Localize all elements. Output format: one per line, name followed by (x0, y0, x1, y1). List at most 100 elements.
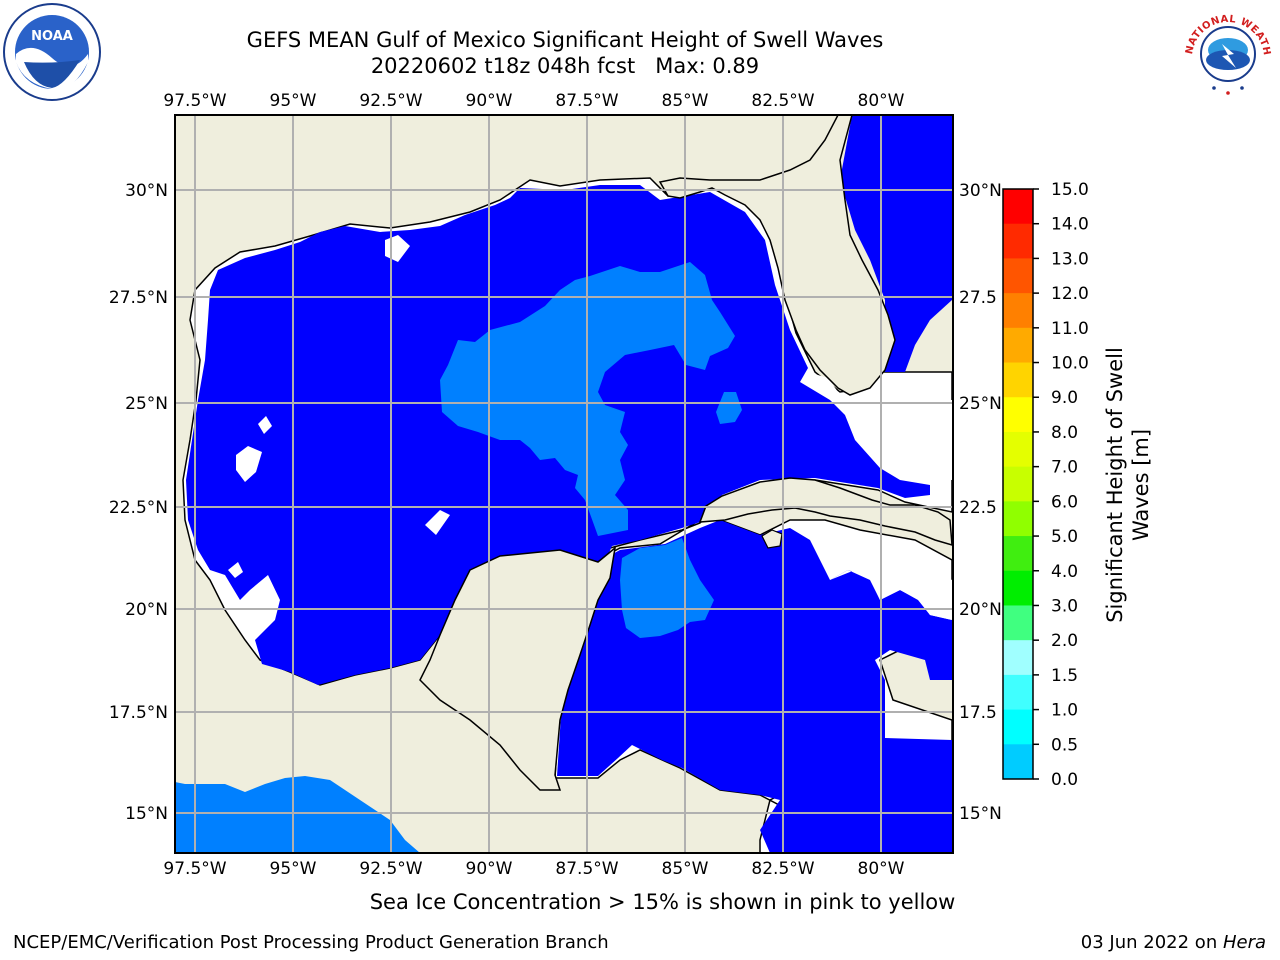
lon-label: 82.5°W (751, 91, 814, 111)
colorbar-segment (1003, 258, 1033, 294)
lat-label: 27.5 (959, 288, 997, 308)
colorbar-segment (1003, 605, 1033, 641)
lat-label: 30°N (959, 181, 1002, 201)
colorbar-segment (1003, 674, 1033, 711)
nws-logo: NATIONAL WEATHER SERVICE (1178, 2, 1275, 99)
map-frame (174, 114, 954, 854)
colorbar-tick-label: 11.0 (1051, 319, 1089, 339)
lat-label: 22.5°N (109, 498, 168, 518)
colorbar-tick-label: 4.0 (1051, 562, 1078, 582)
colorbar-segment (1003, 640, 1033, 676)
swell-band-0-0.5-atlantic (840, 115, 952, 372)
nodata-hole-7 (852, 392, 952, 480)
colorbar-tick-label: 13.0 (1051, 249, 1089, 269)
lon-label: 92.5°W (359, 91, 422, 111)
noaa-logo-text: NOAA (31, 29, 73, 44)
lon-label: 80°W (858, 91, 905, 111)
swell-band-0-0.5 (186, 185, 952, 853)
nodata-hole-5 (228, 562, 243, 578)
colorbar-segment (1003, 431, 1033, 468)
map-grid (175, 115, 953, 853)
chart-title: GEFS MEAN Gulf of Mexico Significant Hei… (246, 28, 884, 52)
lon-label: 87.5°W (555, 859, 618, 879)
colorbar-segment (1003, 501, 1033, 537)
colorbar-segment (1003, 709, 1033, 745)
lon-label: 92.5°W (359, 859, 422, 879)
lat-label: 20°N (959, 600, 1002, 620)
swell-band-0.5-1.0-caribbean (620, 538, 714, 638)
lat-labels-right: 30°N 27.5 25°N 22.5 20°N 17.5 15°N (959, 181, 1002, 824)
colorbar: 15.0 14.0 13.0 12.0 11.0 10.0 9.0 8.0 7.0 6.0 5.0 4… (1002, 180, 1089, 790)
colorbar-tick-label: 0.5 (1051, 735, 1078, 755)
lat-label: 15°N (125, 804, 168, 824)
lon-label: 97.5°W (163, 91, 226, 111)
lon-label: 80°W (858, 859, 905, 879)
lat-label: 30°N (125, 181, 168, 201)
nodata-hole-4 (425, 510, 450, 535)
colorbar-tick-label: 10.0 (1051, 354, 1089, 374)
lon-label: 85°W (662, 859, 709, 879)
nodata-hole-6 (808, 372, 838, 395)
colorbar-segment (1003, 744, 1033, 780)
noaa-logo: NOAA (3, 3, 101, 101)
lat-label: 25°N (125, 394, 168, 414)
lon-label: 97.5°W (163, 859, 226, 879)
colorbar-segment (1003, 570, 1033, 606)
lat-label: 15°N (959, 804, 1002, 824)
colorbar-tick-label: 15.0 (1051, 180, 1089, 200)
isle-of-youth (761, 529, 783, 549)
colorbar-segment (1003, 362, 1033, 398)
nodata-hole-3 (258, 416, 272, 434)
colorbar-tick-label: 7.0 (1051, 458, 1078, 478)
footer-date-text: 03 Jun 2022 on (1080, 932, 1223, 953)
colorbar-tick-label: 2.0 (1051, 631, 1078, 651)
footer-host: Hera (1222, 932, 1266, 953)
lat-labels-left: 30°N 27.5°N 25°N 22.5°N 20°N 17.5°N 15°N (109, 181, 168, 824)
colorbar-tick-label: 1.5 (1051, 666, 1078, 686)
colorbar-segment (1003, 293, 1033, 329)
colorbar-tick-label: 12.0 (1051, 284, 1089, 304)
chart-subtitle: 20220602 t18z 048h fcst Max: 0.89 (370, 54, 760, 78)
colorbar-segment (1003, 397, 1033, 433)
colorbar-tick-label: 9.0 (1051, 388, 1078, 408)
lon-label: 87.5°W (555, 91, 618, 111)
colorbar-frame (1002, 188, 1034, 780)
lat-label: 17.5 (959, 703, 997, 723)
colorbar-tick-label: 0.0 (1051, 770, 1078, 790)
lat-label: 22.5 (959, 498, 997, 518)
colorbar-segment (1003, 466, 1033, 502)
sea-ice-note: Sea Ice Concentration > 15% is shown in … (369, 890, 956, 914)
lon-label: 90°W (466, 859, 513, 879)
svg-text:Waves [m]: Waves [m] (1129, 429, 1153, 541)
footer-credit: NCEP/EMC/Verification Post Processing Pr… (13, 932, 609, 953)
colorbar-tick-label: 1.0 (1051, 701, 1078, 721)
lon-label: 95°W (270, 859, 317, 879)
lon-label: 85°W (662, 91, 709, 111)
svg-text:Significant Height of Swell: Significant Height of Swell (1103, 347, 1127, 623)
lon-labels-bottom: 97.5°W 95°W 92.5°W 90°W 87.5°W 85°W 82.5… (163, 859, 904, 879)
nodata-hole-8 (830, 560, 952, 620)
lat-label: 17.5°N (109, 703, 168, 723)
lat-label: 25°N (959, 394, 1002, 414)
colorbar-tick-label: 3.0 (1051, 596, 1078, 616)
colorbar-segment (1003, 189, 1033, 225)
colorbar-segment (1003, 223, 1033, 259)
florida-land (658, 114, 896, 396)
footer-date: 03 Jun 2022 on Hera (1081, 932, 1266, 953)
colorbar-tick-label: 6.0 (1051, 492, 1078, 512)
colorbar-segment (1003, 327, 1033, 364)
swell-band-0.5-1.0-pacific (175, 776, 420, 853)
lat-label: 27.5°N (109, 288, 168, 308)
colorbar-label: Significant Height of Swell Waves [m] (1103, 347, 1153, 623)
lon-label: 82.5°W (751, 859, 814, 879)
swell-band-0.5-1.0-small (716, 392, 742, 424)
colorbar-tick-label: 14.0 (1051, 215, 1089, 235)
lon-label: 95°W (270, 91, 317, 111)
lon-labels-top: 97.5°W 95°W 92.5°W 90°W 87.5°W 85°W 82.5… (163, 91, 904, 111)
nodata-hole-2 (236, 446, 262, 482)
lat-label: 20°N (125, 600, 168, 620)
cuba-land (698, 477, 953, 547)
colorbar-tick-label: 8.0 (1051, 423, 1078, 443)
colorbar-tick-label: 5.0 (1051, 527, 1078, 547)
